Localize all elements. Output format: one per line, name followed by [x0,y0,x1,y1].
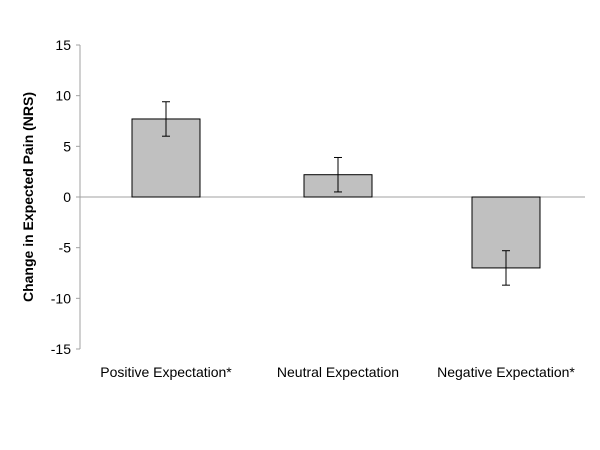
category-label: Neutral Expectation [277,364,399,380]
y-tick-label: 0 [63,189,71,205]
y-axis-label: Change in Expected Pain (NRS) [20,92,36,302]
y-tick-label: 10 [55,88,71,104]
y-tick-label: 5 [63,138,71,154]
y-tick-label: -15 [51,341,71,357]
y-tick-label: -10 [51,290,71,306]
y-tick-label: 15 [55,37,71,53]
category-label: Positive Expectation* [100,364,232,380]
y-tick-label: -5 [59,240,72,256]
category-label: Negative Expectation* [437,364,575,380]
